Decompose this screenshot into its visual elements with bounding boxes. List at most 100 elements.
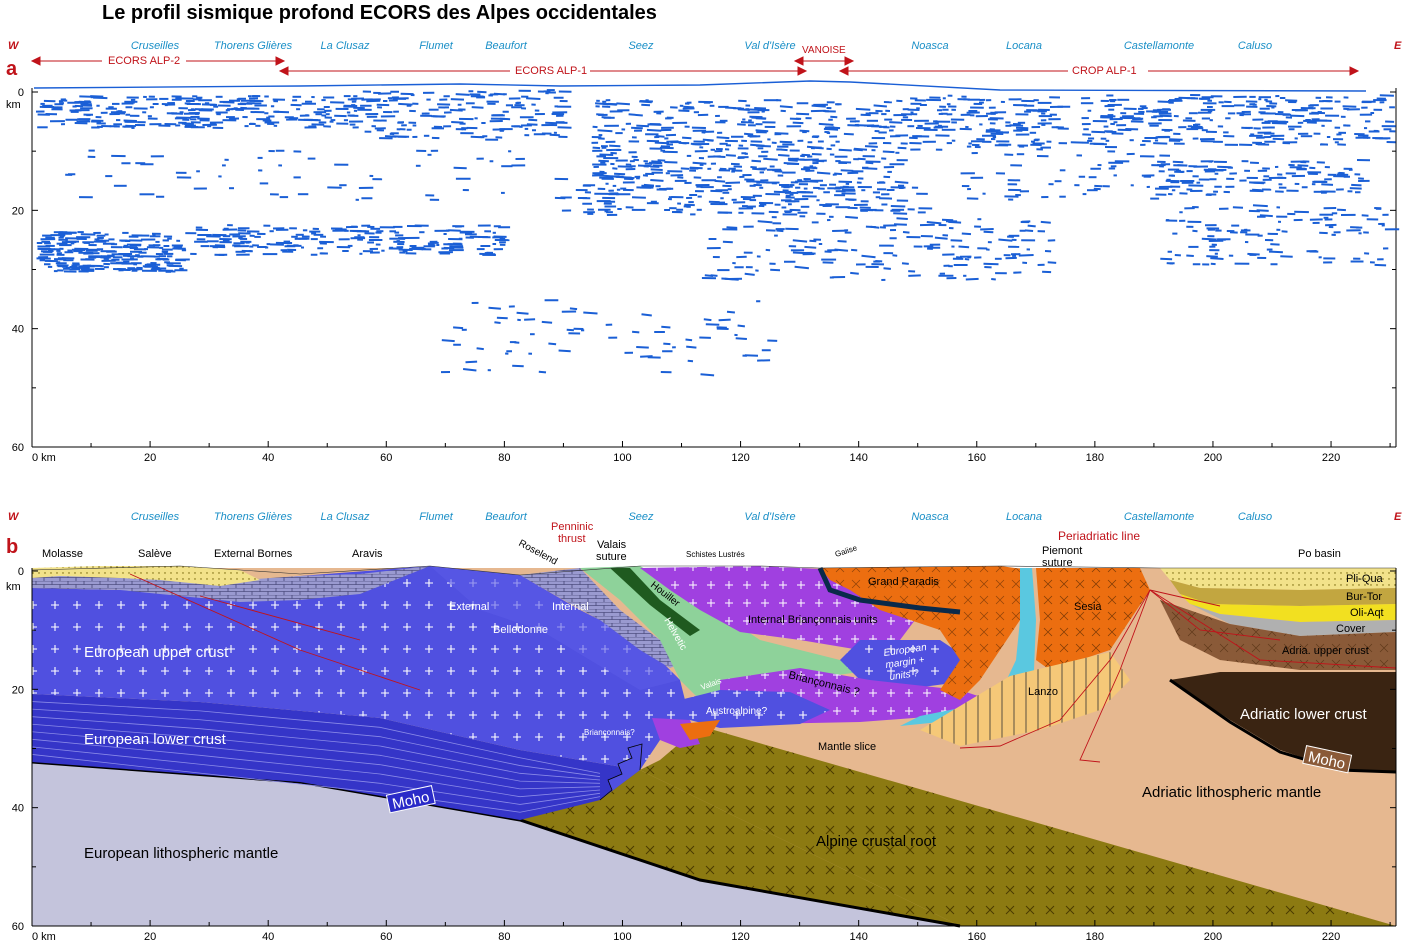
cover-layer	[1190, 604, 1396, 636]
label-roselend: Roselend	[517, 538, 559, 568]
place-name: Beaufort	[485, 40, 528, 52]
place-name: La Clusaz	[321, 511, 370, 523]
place-name: Noasca	[911, 511, 948, 523]
place-name: Thorens Glières	[214, 511, 293, 523]
place-name: Seez	[628, 40, 654, 52]
profile-vanoise: VANOISE	[802, 45, 846, 56]
label-thrust: thrust	[558, 533, 586, 545]
place-names-top: Cruseilles Thorens Glières La Clusaz Flumet…	[131, 40, 1272, 52]
label-euro-margin-3: units ?	[889, 668, 920, 683]
label-external-bornes: External Bornes	[214, 548, 293, 560]
panel-a-label: a	[6, 58, 18, 80]
profile-crop-alp1: CROP ALP-1	[1072, 65, 1137, 77]
label-piemont: Piemont	[1042, 545, 1082, 557]
place-names-bottom: Cruseilles Thorens Glières La Clusaz Flumet…	[131, 511, 1272, 523]
label-saleve: Salève	[138, 548, 172, 560]
bur-tor-layer	[1170, 580, 1396, 606]
geologic-cross-section	[31, 565, 1397, 928]
label-mantle-slice: Mantle slice	[818, 741, 876, 753]
label-sesia: Sesia	[1074, 601, 1102, 613]
distance-tick-label: 80	[498, 452, 510, 464]
adriatic-lower-crust	[1170, 672, 1396, 772]
profile-ecors-alp2: ECORS ALP-2	[108, 55, 180, 67]
label-bur-tor: Bur-Tor	[1346, 591, 1382, 603]
label-valais: Valais	[597, 539, 627, 551]
distance-tick-label: 20	[144, 452, 156, 464]
label-european-mantle: European lithospheric mantle	[84, 845, 278, 862]
label-pli-qua: Pli-Qua	[1346, 573, 1384, 585]
depth-tick-label: 0	[18, 87, 24, 99]
depth-tick-label: 0	[18, 566, 24, 578]
place-name: Beaufort	[485, 511, 528, 523]
crop-label-bg	[1068, 64, 1148, 77]
distance-tick-label: 120	[731, 931, 749, 943]
place-name: Castellamonte	[1124, 511, 1194, 523]
distance-tick-label: 40	[262, 931, 274, 943]
distance-tick-label: 180	[1086, 452, 1104, 464]
label-euro-margin-2: margin +	[885, 655, 925, 671]
east-marker: E	[1394, 40, 1402, 52]
piemont-suture-unit	[900, 568, 1036, 726]
place-name: Locana	[1006, 511, 1042, 523]
alp2-label-bg	[102, 54, 186, 67]
label-grand-paradis: Grand Paradis	[868, 576, 939, 588]
oli-aqt-layer	[1180, 594, 1396, 622]
depth-tick-label: 60	[12, 921, 24, 933]
label-austroalpine: Austroalpine?	[706, 706, 768, 717]
label-adriatic-mantle: Adriatic lithospheric mantle	[1142, 784, 1321, 801]
panel-b-label: b	[6, 536, 18, 558]
label-gaiise: Gaiise	[834, 543, 859, 559]
depth-tick-label: 20	[12, 684, 24, 696]
place-name: Val d'Isère	[744, 511, 795, 523]
figure-title: Le profil sismique profond ECORS des Alp…	[102, 2, 657, 24]
label-schistes-lustres: Schistes Lustrés	[686, 550, 745, 559]
place-name: Caluso	[1238, 511, 1272, 523]
depth-tick-label: 60	[12, 442, 24, 454]
axis-panel-a: 0 20 40 60 0 km 20 40 60 80 100 120 140 160 180 200 220	[12, 87, 1396, 464]
profile-arrows	[30, 56, 1360, 76]
label-cover: Cover	[1336, 623, 1366, 635]
distance-tick-label: 220	[1322, 452, 1340, 464]
label-molasse: Molasse	[42, 548, 83, 560]
label-suture: suture	[596, 551, 627, 563]
seismic-panel-frame	[31, 80, 1397, 448]
label-alpine-root: Alpine crustal root	[816, 833, 937, 850]
place-name: Castellamonte	[1124, 40, 1194, 52]
place-name: Seez	[628, 511, 654, 523]
helvetic-nappes	[520, 568, 690, 668]
depth-tick-label: 20	[12, 205, 24, 217]
label-adriatic-lower: Adriatic lower crust	[1240, 706, 1368, 723]
depth-unit-a: km	[6, 99, 21, 111]
label-belledonne: Belledonne	[493, 624, 548, 636]
depth-tick-label: 40	[12, 324, 24, 336]
label-penninic: Penninic	[551, 521, 594, 533]
distance-tick-label: 40	[262, 452, 274, 464]
distance-tick-label: 220	[1322, 931, 1340, 943]
distance-tick-label: 0 km	[32, 931, 56, 943]
seismic-reflectors	[35, 89, 1400, 377]
label-brianconnais-small: Briançonnais?	[584, 728, 635, 737]
west-marker-b: W	[8, 511, 20, 523]
alp1-label-bg	[510, 64, 590, 77]
label-internal: Internal	[552, 601, 589, 613]
profile-ecors-alp1: ECORS ALP-1	[515, 65, 587, 77]
place-name: Cruseilles	[131, 40, 180, 52]
place-name: Thorens Glières	[214, 40, 293, 52]
distance-tick-label: 160	[968, 452, 986, 464]
place-name: Noasca	[911, 40, 948, 52]
place-name: Val d'Isère	[744, 40, 795, 52]
place-name: La Clusaz	[321, 40, 370, 52]
lower-crust-lamination	[31, 701, 601, 813]
distance-tick-label: 200	[1204, 931, 1222, 943]
label-aravis: Aravis	[352, 548, 383, 560]
distance-tick-label: 0 km	[32, 452, 56, 464]
place-name: Flumet	[419, 40, 454, 52]
distance-tick-label: 160	[968, 931, 986, 943]
axis-panel-b: 0 20 40 60 0 km 20 40 60 80 100 120 140 160 180 200 220	[12, 566, 1396, 943]
european-lower-crust	[32, 694, 640, 820]
distance-tick-label: 100	[613, 931, 631, 943]
label-external: External	[449, 601, 489, 613]
label-internal-brianconnais: Internal Briançonnais units	[748, 614, 878, 626]
distance-tick-label: 180	[1086, 931, 1104, 943]
